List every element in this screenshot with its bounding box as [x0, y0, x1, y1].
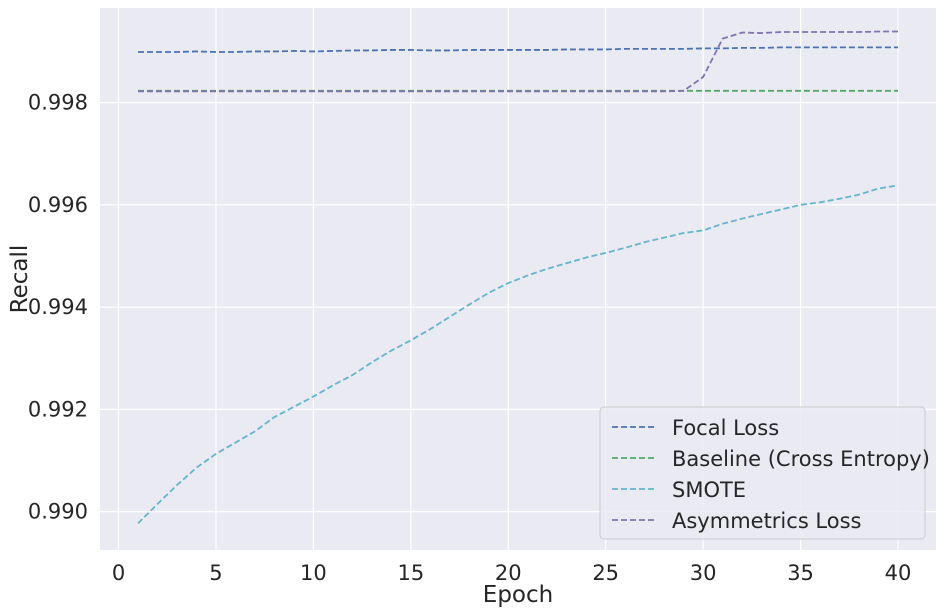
series-lines: [137, 30, 899, 525]
legend-label: Focal Loss: [672, 416, 779, 440]
y-tick-label: 0.992: [28, 397, 88, 421]
x-axis-ticks: 0 5 10 15 20 25 30 35 40: [112, 561, 912, 585]
x-tick-label: 5: [209, 561, 222, 585]
x-tick-label: 0: [112, 561, 125, 585]
x-tick-label: 15: [397, 561, 424, 585]
y-tick-label: 0.990: [28, 500, 88, 524]
y-axis-label: Recall: [7, 245, 33, 314]
legend-label: SMOTE: [672, 478, 746, 502]
legend-label: Asymmetrics Loss: [672, 509, 862, 533]
x-tick-label: 20: [495, 561, 522, 585]
series-line: [138, 30, 898, 93]
legend-label: Baseline (Cross Entropy): [672, 447, 930, 471]
x-tick-label: 25: [592, 561, 619, 585]
y-tick-label: 0.994: [28, 295, 88, 319]
legend: Focal Loss Baseline (Cross Entropy) SMOTE A…: [599, 406, 930, 540]
x-tick-label: 40: [885, 561, 912, 585]
x-tick-label: 35: [787, 561, 814, 585]
legend-box: [599, 406, 926, 540]
series-line: [138, 46, 898, 53]
y-tick-label: 0.996: [28, 193, 88, 217]
y-axis-ticks: 0.990 0.992 0.994 0.996 0.998: [28, 91, 88, 524]
x-tick-label: 10: [300, 561, 327, 585]
y-tick-label: 0.998: [28, 91, 88, 115]
series-line: [137, 184, 899, 525]
x-tick-label: 30: [690, 561, 717, 585]
x-axis-label: Epoch: [483, 582, 553, 608]
